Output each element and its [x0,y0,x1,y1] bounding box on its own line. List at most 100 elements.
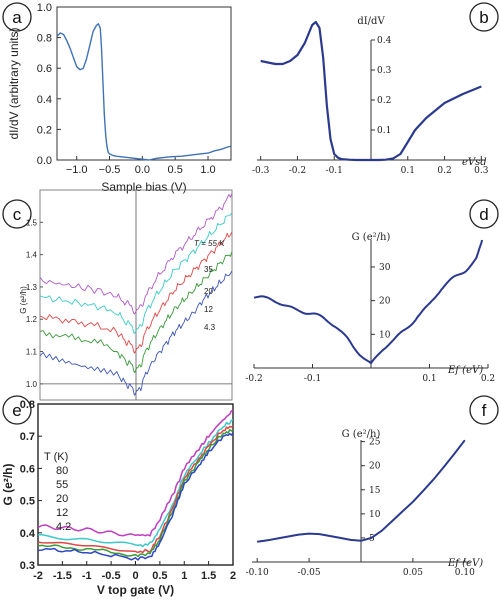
legend-label-c-1: 35 [204,265,213,274]
ytick-label-a-2: 0.4 [37,94,52,106]
xtick-label-f-0: -0.10 [246,568,269,578]
xtick-label-d-1: -0.1 [304,374,321,384]
xtick-label-e-1: -1.5 [53,570,72,582]
chart-c: 1.0 1.1 1.2 1.3 1.4 1.5 T = 55 K 35 20 12 4.3 G (e²… [19,189,233,401]
series-line-b-0 [260,20,482,162]
series-line-e-1 [37,419,234,548]
panel-badge-d: d [469,199,499,229]
panel-label-c: c [13,205,22,224]
x-axis-label-d: Ef (eV) [447,365,483,376]
xtick-label-f-3: 0.10 [455,568,475,578]
x-axis-label-a: Sample bias (V) [101,180,186,194]
ytick-label-f-4: 25 [369,438,381,448]
chart-b: 0.10.20.30.4-0.3 -0.2 -0.1 0.1 0.2 0.3eVsddI/… [252,16,489,176]
xtick-label-a-2: 0.0 [135,164,150,176]
ytick-label-c-1: 1.1 [26,348,38,357]
xtick-label-f-1: -0.05 [298,568,321,578]
panel-label-e: e [12,401,21,420]
xtick-label-e-7: 1.5 [201,570,216,582]
ytick-label-a-4: 0.8 [37,33,52,45]
legend-label-e-5: 4.2 [56,521,71,533]
legend-label-e-2: 55 [56,479,68,491]
legend-label-e-1: 80 [56,465,68,477]
series-line-c-3 [39,251,233,374]
ytick-label-d-0: 10 [379,330,391,340]
ytick-label-e-4: 0.7 [20,431,35,443]
ytick-label-c-4: 1.4 [26,251,38,260]
ytick-label-b-2: 0.3 [377,66,392,76]
panel-badge-c: c [2,199,32,229]
xtick-label-b-2: -0.1 [326,166,343,176]
xtick-label-e-2: -1 [82,570,92,582]
panel-badge-f: f [469,395,499,425]
xtick-label-e-4: 0 [132,570,138,582]
series-line-d-0 [253,239,484,365]
x-axis-label-b: eVsd [462,157,487,168]
plot-frame-a [56,6,232,161]
ytick-label-d-1: 20 [379,297,391,307]
ytick-label-c-0: 1.0 [26,380,38,389]
ytick-label-d-2: 30 [379,263,391,273]
panel-badge-a: a [2,2,32,32]
ytick-label-b-0: 0.1 [377,126,391,136]
ytick-label-b-1: 0.2 [377,96,391,106]
xtick-label-a-0: −1.0 [66,164,88,176]
series-line-e-0 [37,409,234,537]
series-line-e-2 [37,425,234,554]
y-axis-label-e: G (e²/h) [1,464,15,506]
legend-label-e-0: T (K) [44,451,68,463]
xtick-label-b-0: -0.3 [252,166,270,176]
panel-label-a: a [12,8,22,27]
xtick-label-a-4: 1.0 [200,164,215,176]
ytick-label-a-0: 0.0 [37,155,52,167]
ytick-label-c-3: 1.3 [26,283,38,292]
ytick-label-f-3: 20 [369,462,381,472]
series-line-c-4 [39,270,233,396]
y-axis-label-a: dI/dV (arbitrary units) [7,27,21,139]
xtick-label-f-2: 0.05 [403,568,423,578]
chart-a: 0.0 0.2 0.4 0.6 0.8 1.0 −1.0 −0.5 0.0 0.5 1.0 Sampl… [7,2,232,194]
ytick-label-e-5: 0.8 [20,399,35,411]
panel-label-f: f [482,401,487,420]
series-line-c-2 [39,231,233,354]
ytick-label-a-3: 0.6 [37,63,52,75]
series-line-a-0 [56,23,232,161]
y-axis-label-f: G (e²/h) [342,429,381,440]
ytick-label-e-3: 0.6 [20,463,35,475]
xtick-label-d-2: 0.1 [422,374,436,384]
xtick-label-d-3: 0.2 [481,374,495,384]
xtick-label-b-4: 0.2 [437,166,451,176]
ytick-label-c-2: 1.2 [26,315,38,324]
xtick-label-d-0: -0.2 [245,374,262,384]
x-axis-label-f: Ef (eV) [447,558,483,569]
ytick-label-f-1: 10 [369,510,381,520]
xtick-label-e-5: 0.5 [152,570,167,582]
panel-label-b: b [479,8,488,27]
xtick-label-e-3: -0.5 [102,570,121,582]
x-axis-label-e: V top gate (V) [97,583,174,597]
panel-badge-e: e [2,395,32,425]
y-axis-label-b: dI/dV [357,16,385,27]
xtick-label-e-8: 2 [230,570,236,582]
xtick-label-b-3: 0.1 [401,166,415,176]
ytick-label-e-0: 0.3 [20,560,35,572]
xtick-label-e-6: 1 [181,570,187,582]
ytick-label-a-5: 1.0 [37,2,52,14]
xtick-label-e-0: -2 [33,570,43,582]
ytick-label-b-3: 0.4 [377,36,392,46]
panel-badge-b: b [469,2,499,32]
xtick-label-a-3: 0.5 [168,164,183,176]
legend-label-c-2: 20 [204,287,213,296]
legend-label-c-4: 4.3 [204,323,216,332]
y-axis-label-c: G (e²/h) [19,286,28,314]
series-line-f-0 [257,439,466,543]
ytick-label-a-1: 0.2 [37,124,52,136]
legend-label-c-0: T = 55 K [194,239,225,248]
chart-e: 0.3 0.4 0.5 0.6 0.7 0.8 -2 -1.5 -1 -0.5 0 0.5 1 1.5 2 T… [1,399,236,597]
ytick-label-e-1: 0.4 [20,528,36,540]
ytick-label-c-5: 1.5 [26,218,38,227]
series-line-c-0 [39,193,233,315]
ytick-label-e-2: 0.5 [20,496,35,508]
